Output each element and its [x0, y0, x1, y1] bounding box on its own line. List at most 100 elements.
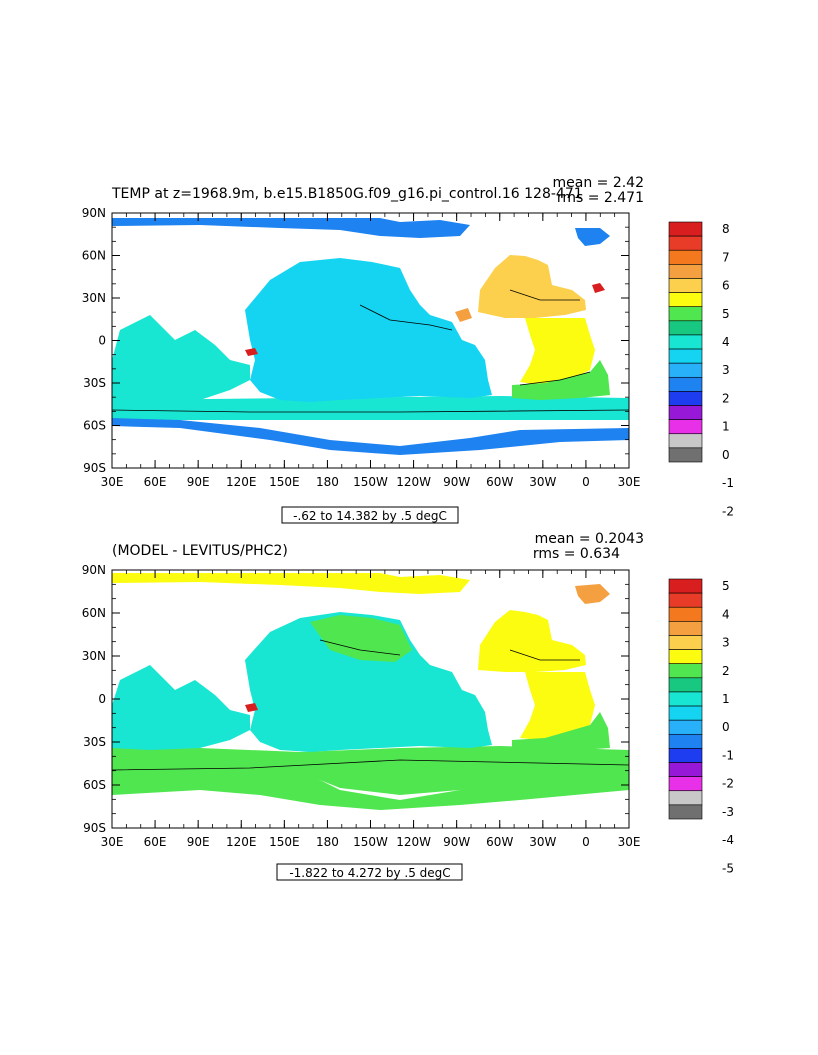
- panel-2-arctic-strip: [112, 573, 470, 594]
- lon-label: 90E: [187, 475, 210, 489]
- lon-label: 30E: [101, 835, 124, 849]
- lat-label: 30S: [83, 735, 106, 749]
- lon-label: 150W: [353, 475, 388, 489]
- panel-1-title: TEMP at z=1968.9m, b.e15.B1850G.f09_g16.…: [111, 186, 583, 202]
- panel-2-map: [112, 570, 629, 828]
- lat-label: 60S: [83, 419, 106, 433]
- panel-2-southern-band: [112, 755, 629, 810]
- colorbar-label: 6: [722, 279, 730, 293]
- lat-label: 90S: [83, 821, 106, 835]
- colorbar-swatch: [668, 376, 703, 392]
- colorbar-swatch: [668, 606, 703, 622]
- panel-1-southern-band-low: [112, 418, 629, 455]
- panel-1-colorbar: 8 7 6 5 4 3 2 1 0 -1 -2: [668, 221, 734, 518]
- colorbar-label: -1: [722, 748, 734, 762]
- panel-2-range-box: -1.822 to 4.272 by .5 degC: [276, 863, 463, 881]
- colorbar-swatch: [668, 362, 703, 378]
- colorbar-swatch: [668, 334, 703, 350]
- lon-label: 0: [582, 475, 590, 489]
- panel-1: TEMP at z=1968.9m, b.e15.B1850G.f09_g16.…: [82, 175, 734, 524]
- panel-1-range-box: -.62 to 14.382 by .5 degC: [281, 506, 459, 524]
- lon-label: 120E: [226, 835, 257, 849]
- panel-2-warm-spot: [245, 703, 258, 712]
- lon-label: 90W: [443, 835, 470, 849]
- colorbar-label: 4: [722, 607, 730, 621]
- lon-label: 120W: [396, 475, 431, 489]
- colorbar-label: 2: [722, 391, 730, 405]
- panel-2-pacific-ocean: [245, 612, 492, 752]
- lon-label: 30E: [618, 475, 641, 489]
- panel-2-indian-ocean: [112, 665, 250, 750]
- lat-label: 90N: [82, 563, 106, 577]
- colorbar-swatch: [668, 691, 703, 707]
- colorbar-swatch: [668, 663, 703, 679]
- colorbar-swatch: [668, 348, 703, 364]
- colorbar-swatch: [668, 733, 703, 749]
- panel-2-pacific-green: [310, 615, 412, 662]
- panel-2-arctic-east: [575, 584, 610, 604]
- colorbar-swatch: [668, 306, 703, 322]
- panel-2-atlantic-tropical: [520, 672, 595, 740]
- colorbar-label: 8: [722, 222, 730, 236]
- lat-label: 90S: [83, 461, 106, 475]
- colorbar-label: 3: [722, 636, 730, 650]
- colorbar-swatch: [668, 705, 703, 721]
- colorbar-swatch: [668, 762, 703, 777]
- panel-1-gulf-spot: [455, 308, 472, 322]
- colorbar-label: -3: [722, 805, 734, 819]
- colorbar-swatch: [668, 405, 703, 420]
- lon-label: 90E: [187, 835, 210, 849]
- lon-label: 120W: [396, 835, 431, 849]
- colorbar-swatch: [668, 235, 703, 251]
- lat-label: 0: [98, 334, 106, 348]
- colorbar-label: 5: [722, 579, 730, 593]
- colorbar-swatch: [668, 278, 703, 293]
- colorbar-swatch: [668, 748, 703, 763]
- colorbar-swatch: [668, 419, 703, 435]
- panel-2-title: (MODEL - LEVITUS/PHC2): [112, 543, 288, 559]
- colorbar-swatch: [668, 264, 703, 279]
- panel-2-southern-mid: [112, 745, 629, 795]
- colorbar-label: 1: [722, 420, 730, 434]
- colorbar-swatch: [668, 649, 703, 665]
- colorbar-swatch: [668, 776, 703, 792]
- lat-label: 60S: [83, 778, 106, 792]
- lon-label: 150E: [269, 835, 300, 849]
- lat-label: 30N: [82, 291, 106, 305]
- lon-label: 0: [582, 835, 590, 849]
- panel-1-southern-band-mid: [112, 396, 629, 420]
- panel-2-rms: rms = 0.634: [533, 546, 620, 562]
- panel-2-atlantic-south: [512, 712, 610, 752]
- colorbar-label: -2: [722, 777, 734, 791]
- lat-label: 30S: [83, 376, 106, 390]
- panel-1-atlantic-tropical: [520, 318, 595, 385]
- panel-2-colorbar: 5 4 3 2 1 0 -1 -2 -3 -4 -5: [668, 578, 734, 875]
- colorbar-swatch: [668, 635, 703, 650]
- colorbar-label: 1: [722, 692, 730, 706]
- lat-label: 0: [98, 692, 106, 706]
- lon-label: 30W: [529, 475, 556, 489]
- colorbar-label: 7: [722, 250, 730, 264]
- colorbar-swatch: [668, 249, 703, 265]
- colorbar-swatch: [668, 790, 703, 806]
- colorbar-label: 0: [722, 720, 730, 734]
- colorbar-swatch: [668, 621, 703, 636]
- panel-1-arctic-strip: [112, 218, 470, 238]
- colorbar-label: -2: [722, 504, 734, 518]
- colorbar-label: 3: [722, 363, 730, 377]
- lon-label: 60W: [486, 835, 513, 849]
- colorbar-swatch: [668, 677, 703, 693]
- colorbar-label: 5: [722, 307, 730, 321]
- lon-label: 60E: [144, 835, 167, 849]
- colorbar-label: 0: [722, 448, 730, 462]
- panel-2-atlantic-north: [478, 610, 586, 672]
- panel-1-atlantic-north: [478, 255, 586, 318]
- lon-label: 30E: [101, 475, 124, 489]
- colorbar-label: -5: [722, 861, 734, 875]
- colorbar-swatch: [668, 719, 703, 735]
- panel-1-pacific-ocean: [245, 258, 492, 402]
- lon-label: 150E: [269, 475, 300, 489]
- lon-label: 30W: [529, 835, 556, 849]
